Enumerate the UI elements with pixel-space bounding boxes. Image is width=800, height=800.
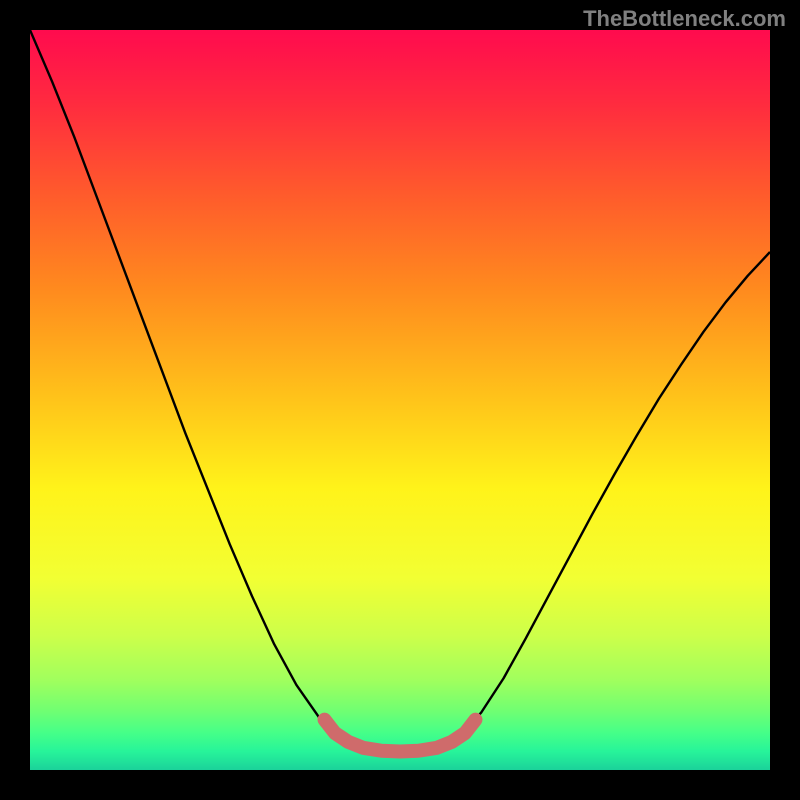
watermark-text: TheBottleneck.com bbox=[583, 6, 786, 32]
plot-area bbox=[30, 30, 770, 770]
bottleneck-chart bbox=[30, 30, 770, 770]
stage: TheBottleneck.com bbox=[0, 0, 800, 800]
